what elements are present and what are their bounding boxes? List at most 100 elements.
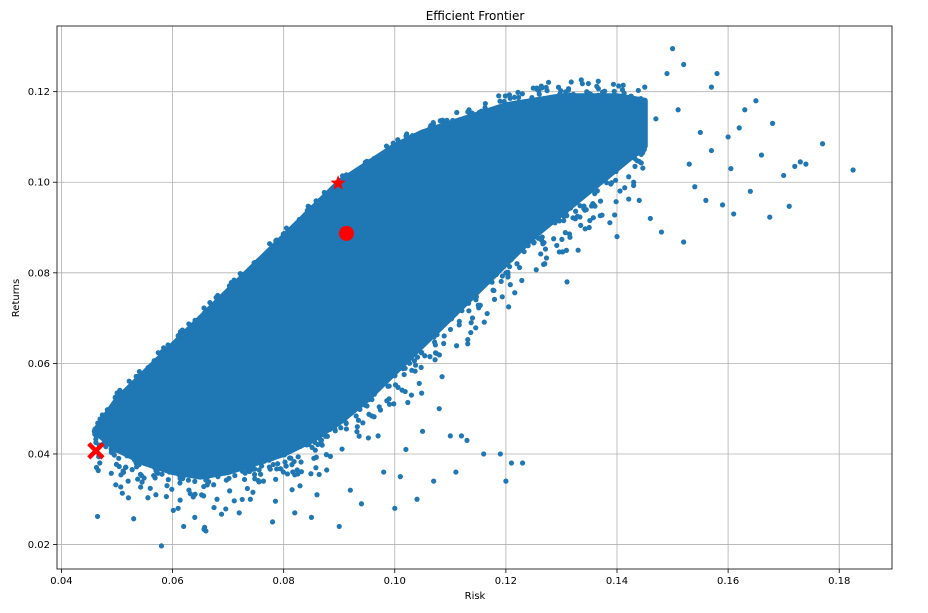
scatter-point <box>563 209 569 215</box>
scatter-point <box>283 225 290 231</box>
scatter-point <box>747 188 753 194</box>
x-tick-label: 0.06 <box>161 576 183 587</box>
scatter-point <box>94 513 101 520</box>
scatter-point <box>278 240 284 246</box>
scatter-point <box>499 273 506 279</box>
scatter-point <box>201 473 207 479</box>
scatter-point <box>111 452 117 458</box>
scatter-point <box>792 163 798 169</box>
scatter-point <box>557 91 563 97</box>
scatter-point <box>529 95 535 101</box>
scatter-point <box>366 411 372 417</box>
scatter-point <box>409 367 415 373</box>
scatter-point <box>158 543 165 549</box>
scatter-point <box>132 456 138 463</box>
scatter-point <box>151 473 157 479</box>
scatter-point <box>629 154 635 160</box>
scatter-point <box>482 105 488 111</box>
scatter-point <box>308 471 314 477</box>
scatter-point <box>261 458 267 464</box>
scatter-point <box>398 145 404 152</box>
scatter-point <box>477 115 483 121</box>
scatter-point <box>418 134 425 140</box>
scatter-point <box>531 240 537 246</box>
scatter-point <box>207 299 213 306</box>
scatter-point <box>304 210 310 216</box>
scatter-point <box>477 302 483 308</box>
scatter-point <box>850 167 856 173</box>
scatter-point <box>769 120 776 126</box>
scatter-point <box>473 325 479 331</box>
scatter-point <box>592 134 598 140</box>
scatter-point <box>454 109 460 116</box>
scatter-point <box>411 358 418 364</box>
scatter-point <box>120 468 126 474</box>
scatter-point <box>533 267 539 273</box>
scatter-point <box>371 155 377 162</box>
scatter-point <box>354 424 360 430</box>
scatter-point <box>186 321 192 327</box>
scatter-point <box>481 119 487 125</box>
scatter-point <box>161 466 167 472</box>
scatter-point <box>358 501 365 507</box>
scatter-point <box>456 318 462 325</box>
scatter-point <box>395 137 401 143</box>
scatter-point <box>353 168 359 174</box>
scatter-point <box>251 471 258 478</box>
scatter-point <box>453 125 459 131</box>
scatter-point <box>153 465 159 471</box>
scatter-point <box>147 485 153 491</box>
scatter-point <box>581 161 587 167</box>
scatter-point <box>515 99 521 106</box>
scatter-point <box>579 81 585 87</box>
scatter-point <box>437 126 443 132</box>
scatter-point <box>719 202 726 208</box>
scatter-point <box>166 469 172 475</box>
scatter-point <box>386 401 393 407</box>
scatter-point <box>226 475 232 481</box>
scatter-point <box>607 98 613 105</box>
scatter-point <box>506 264 513 270</box>
scatter-point <box>502 93 508 99</box>
scatter-point <box>331 187 337 193</box>
scatter-point <box>731 211 737 217</box>
scatter-point <box>742 107 748 113</box>
scatter-point <box>281 230 287 237</box>
scatter-point <box>244 485 250 492</box>
scatter-point <box>552 220 558 226</box>
scatter-point <box>548 108 554 114</box>
scatter-point <box>119 490 125 496</box>
scatter-point <box>272 498 279 504</box>
scatter-point <box>327 453 334 459</box>
scatter-point <box>376 404 382 410</box>
scatter-point <box>136 462 142 468</box>
scatter-point <box>508 460 515 466</box>
scatter-point <box>201 305 207 311</box>
scatter-point <box>104 415 110 421</box>
scatter-point <box>466 107 472 113</box>
scatter-point <box>516 94 522 101</box>
scatter-point <box>617 188 623 194</box>
scatter-point <box>500 263 507 270</box>
scatter-point <box>192 317 198 323</box>
scatter-point <box>159 471 165 477</box>
scatter-point <box>536 229 542 235</box>
scatter-point <box>163 493 169 500</box>
scatter-point <box>250 489 256 495</box>
scatter-point <box>570 104 576 111</box>
scatter-point <box>634 98 640 104</box>
scatter-point <box>612 177 619 183</box>
scatter-point <box>280 469 286 475</box>
scatter-point <box>506 92 513 98</box>
scatter-point <box>155 470 161 476</box>
scatter-point <box>583 207 589 213</box>
scatter-point <box>453 343 460 349</box>
scatter-point <box>405 399 411 406</box>
scatter-point <box>714 70 720 77</box>
scatter-point <box>419 390 425 396</box>
scatter-point <box>416 380 422 387</box>
scatter-point <box>728 166 734 172</box>
scatter-point <box>298 459 304 465</box>
scatter-point <box>622 185 628 191</box>
scatter-point <box>602 88 608 94</box>
